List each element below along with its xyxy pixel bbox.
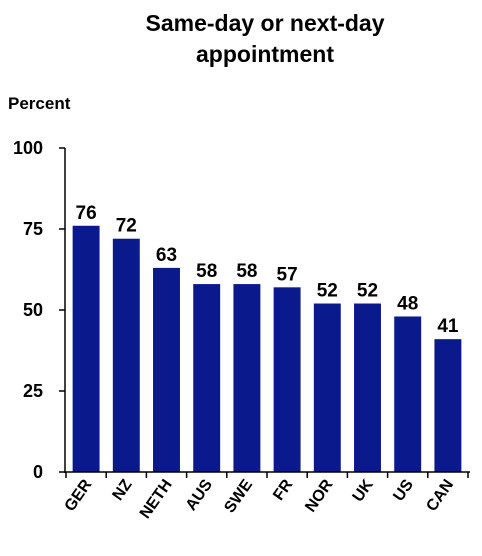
- bar-can: [434, 339, 462, 472]
- bar-neth: [153, 267, 180, 472]
- y-tick-label-50: 50: [23, 300, 43, 320]
- bar-us: [394, 316, 422, 472]
- chart-title-line-1: Same-day or next-day: [145, 10, 385, 36]
- bar-uk: [354, 303, 381, 472]
- category-label-nor: NOR: [302, 476, 337, 515]
- bar-aus: [193, 284, 221, 472]
- value-label-can: 41: [437, 316, 459, 337]
- category-label-neth: NETH: [137, 477, 176, 522]
- value-label-swe: 58: [236, 261, 257, 282]
- category-label-can: CAN: [423, 477, 457, 515]
- bar-nz: [112, 238, 140, 472]
- y-tick-label-25: 25: [23, 381, 43, 401]
- category-label-aus: AUS: [183, 476, 216, 514]
- value-label-fr: 57: [277, 264, 298, 285]
- value-label-uk: 52: [357, 281, 378, 302]
- category-label-fr: FR: [270, 476, 296, 504]
- category-label-nz: NZ: [109, 476, 135, 503]
- category-label-uk: UK: [350, 476, 377, 505]
- category-label-us: US: [390, 476, 417, 504]
- bar-fr: [273, 287, 301, 472]
- bar-ger: [72, 225, 100, 472]
- chart-title: Same-day or next-day appointment: [100, 8, 430, 70]
- value-label-neth: 63: [156, 245, 177, 266]
- value-label-nor: 52: [317, 281, 338, 302]
- y-tick-label-75: 75: [23, 219, 43, 239]
- bar-nor: [313, 303, 341, 472]
- chart-title-line-2: appointment: [196, 41, 334, 67]
- plot-area: 76 GER 72 NZ 63 NETH 58 AUS 58 SWE 57 FR 52 NOR 52 UK 48…: [13, 138, 470, 522]
- category-label-ger: GER: [62, 476, 96, 515]
- value-label-us: 48: [397, 293, 418, 314]
- value-label-ger: 76: [76, 203, 97, 224]
- y-axis-label: Percent: [8, 94, 71, 113]
- category-label-swe: SWE: [221, 476, 256, 516]
- y-tick-label-100: 100: [13, 138, 43, 158]
- bar-swe: [233, 284, 261, 472]
- y-tick-label-0: 0: [33, 462, 43, 482]
- value-label-aus: 58: [196, 261, 217, 282]
- value-label-nz: 72: [116, 216, 137, 237]
